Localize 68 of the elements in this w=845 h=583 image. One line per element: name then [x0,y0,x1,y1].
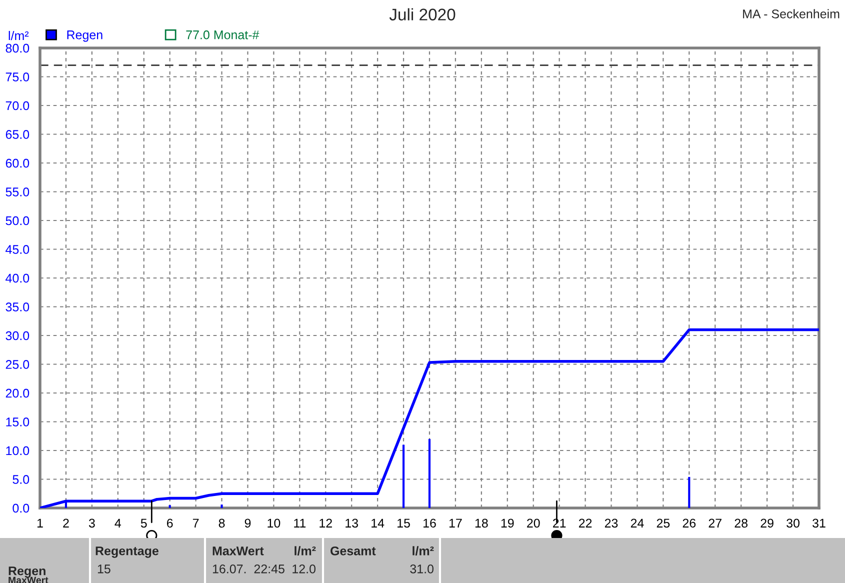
x-tick-label: 13 [346,518,358,528]
y-tick-label: 20.0 [6,388,30,398]
text: 12.0 [292,564,316,574]
x-tick-label: 4 [114,518,122,528]
y-tick-label: 15.0 [6,418,30,426]
x-tick-label: 26 [682,518,696,528]
x-tick-label: 12 [320,518,332,528]
text: Regentage [96,546,158,558]
text: Gesamt [330,546,376,556]
y-tick-label: 35.0 [6,302,30,312]
x-tick-label: 5 [140,518,147,528]
text: l/m² [294,546,316,556]
x-tick-label: 11 [294,518,306,528]
legend-label: Regen [67,30,102,42]
y-tick-label: 55.0 [6,188,30,196]
x-tick-label: 9 [244,518,251,528]
x-tick-label: 27 [708,518,722,528]
x-tick-label: 21 [553,518,566,528]
x-tick-label: 25 [656,518,670,528]
x-tick-label: 31 [812,518,826,528]
x-tick-label: 1 [37,518,43,528]
x-tick-label: 8 [218,518,225,528]
bar [428,439,431,508]
x-tick-label: 17 [449,518,462,528]
x-tick-label: 20 [527,518,540,528]
text: MA - Seckenheim [743,9,840,18]
x-tick-label: 22 [578,518,592,528]
text: MaxWert [212,546,264,556]
x-tick-label: 18 [475,518,488,528]
y-tick-label: 5.0 [12,475,30,484]
text: l/m² [412,546,434,556]
x-tick-label: 2 [63,518,69,528]
x-tick-label: 10 [268,518,280,528]
x-tick-label: 6 [166,518,173,528]
y-tick-label: 25.0 [6,360,30,369]
y-tick-label: 75.0 [6,72,30,82]
y-tick-label: 45.0 [6,245,30,254]
text: 15 [98,564,110,574]
bar [220,504,223,508]
bar [168,505,171,508]
y-tick-label: 60.0 [6,158,30,168]
x-tick-label: 23 [604,518,618,528]
y-axis-title: l/m² [8,30,29,40]
bar [688,476,690,508]
x-tick-label: 24 [630,518,644,528]
text: 31.0 [410,564,434,574]
x-tick-label: 7 [192,518,199,528]
text: 16.07. 22:45 [212,564,284,574]
y-tick-label: 10.0 [6,446,30,456]
y-tick-label: 0.0 [12,504,30,513]
y-tick-label: 40.0 [6,274,30,283]
y-tick-label: 70.0 [6,101,30,110]
ref-line-label: 77.0 Monat-# [186,30,260,40]
y-tick-label: 30.0 [6,331,30,340]
x-tick-label: 29 [760,518,774,528]
x-tick-label: 14 [372,518,384,528]
x-tick-label: 28 [734,518,748,528]
text: Regen [8,566,46,578]
x-tick-label: 16 [424,518,436,528]
x-tick-label: 30 [786,518,800,528]
x-tick-label: 19 [501,518,514,528]
chart-title: Juli 2020 [389,8,456,20]
bar [402,444,405,508]
x-tick-label: 3 [88,518,95,528]
y-tick-label: 80.0 [6,44,30,53]
y-tick-label: 65.0 [6,130,30,139]
y-tick-label: 50.0 [6,216,30,226]
x-tick-label: 15 [398,518,410,528]
